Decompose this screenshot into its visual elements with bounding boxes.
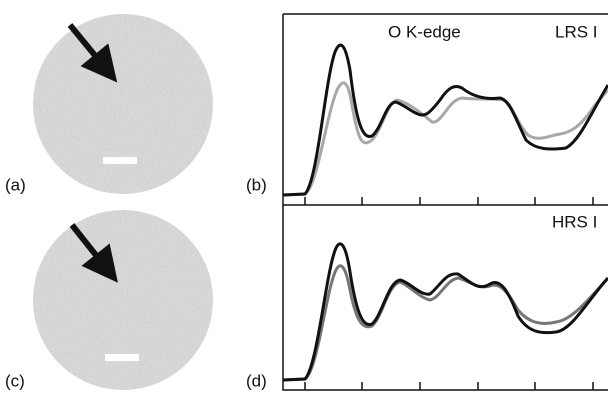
panel-label: (b) <box>246 175 267 194</box>
edge-title: O K-edge <box>388 22 461 41</box>
state-label: LRS I <box>555 22 598 41</box>
panel-label: (c) <box>5 371 25 390</box>
panel-label: (a) <box>5 175 26 194</box>
spectra-frame <box>282 13 608 391</box>
micrograph-c <box>33 210 213 390</box>
spectrum-gray <box>282 81 608 197</box>
panel-label: (d) <box>246 371 267 390</box>
spectrum-black <box>282 242 608 382</box>
micrograph-a <box>33 14 213 194</box>
state-label: HRS I <box>552 212 597 231</box>
spectrum-black <box>282 43 608 197</box>
spectrum-gray <box>282 264 608 382</box>
